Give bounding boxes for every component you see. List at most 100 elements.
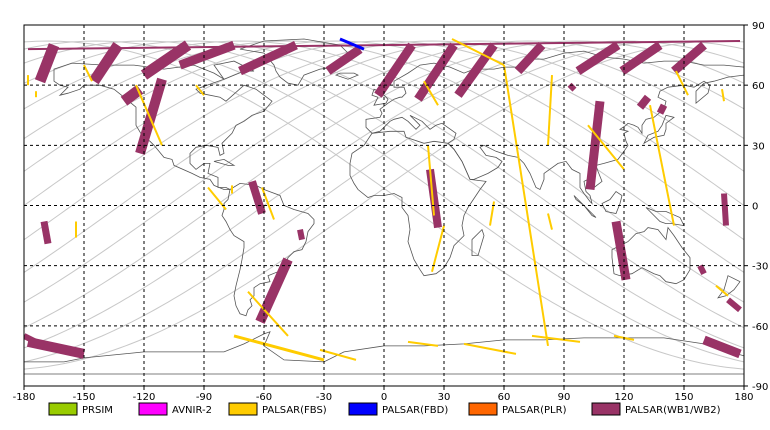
orbit-track xyxy=(24,40,744,303)
swath-palsar-wb1-wb2 xyxy=(702,335,742,359)
x-tick-label: 90 xyxy=(558,392,571,403)
legend-swatch xyxy=(228,402,258,416)
legend-swatch xyxy=(468,402,498,416)
coastline-south-america xyxy=(221,182,315,317)
longitude-ticks: -180 -150 -120 -90 -60 -30 0 30 60 90 120 150 180 xyxy=(13,386,754,403)
x-tick-label: 0 xyxy=(381,392,387,403)
swath-palsar-fbs xyxy=(431,225,445,272)
swath-palsar-fbs xyxy=(233,334,325,362)
swath-palsar-fbs xyxy=(247,291,289,337)
coastline-greenland xyxy=(239,38,349,86)
swath-palsar-fbs xyxy=(135,84,163,146)
swath-palsar-fbs xyxy=(261,187,275,220)
x-tick-label: -150 xyxy=(73,392,96,403)
legend-label: PALSAR(PLR) xyxy=(502,405,567,416)
coastline-antarctica xyxy=(24,331,744,375)
coastline-africa xyxy=(349,130,487,277)
coastline-borneo xyxy=(601,190,623,214)
coastline-new-guinea xyxy=(645,207,685,227)
y-tick-label: -30 xyxy=(752,262,768,273)
swath-palsar-wb1-wb2 xyxy=(514,42,546,75)
x-tick-label: 30 xyxy=(438,392,451,403)
swath-palsar-wb1-wb2 xyxy=(697,264,707,276)
swath-palsar-fbs xyxy=(319,348,357,361)
swath-palsar-wb1-wb2 xyxy=(575,41,621,75)
swath-palsar-fbs xyxy=(547,213,553,230)
coastline-new-zealand xyxy=(717,275,741,299)
coastline-australia xyxy=(611,226,691,285)
x-tick-label: 180 xyxy=(734,392,753,403)
x-tick-label: -90 xyxy=(196,392,212,403)
swath-palsar-wb1-wb2 xyxy=(120,84,144,106)
swath-palsar-wb1-wb2 xyxy=(34,43,60,84)
swath-palsar-wb1-wb2 xyxy=(567,82,577,92)
swath-palsar-fbs xyxy=(649,105,675,226)
x-tick-label: 60 xyxy=(498,392,511,403)
y-tick-label: -90 xyxy=(752,382,768,393)
y-tick-label: 90 xyxy=(752,21,765,32)
swath-palsar-fbs xyxy=(195,84,205,96)
swath-palsar-wb1-wb2 xyxy=(454,42,498,98)
swath-palsar-fbs xyxy=(463,342,517,355)
x-tick-label: -60 xyxy=(256,392,272,403)
legend-label: PALSAR(FBD) xyxy=(382,405,448,416)
coastlines xyxy=(24,38,744,375)
x-tick-label: 150 xyxy=(674,392,693,403)
swath-palsar-fbs xyxy=(451,38,505,66)
swath-palsar-wb1-wb2 xyxy=(726,297,742,313)
swath-palsar-fbs xyxy=(547,75,553,146)
swath-palsar-wb1-wb2 xyxy=(178,40,236,70)
swath-palsar-wb1-wb2 xyxy=(140,40,192,80)
swath-palsar-fbs xyxy=(587,124,625,171)
swath-palsar-fbs xyxy=(675,70,689,96)
legend-swatch xyxy=(48,402,78,416)
legend-swatch xyxy=(348,402,378,416)
x-tick-label: -120 xyxy=(133,392,156,403)
swath-palsar-wb1-wb2 xyxy=(656,103,668,115)
x-tick-label: -30 xyxy=(316,392,332,403)
y-tick-label: 60 xyxy=(752,81,765,92)
swath-palsar-fbs xyxy=(503,64,549,347)
coastline-madagascar xyxy=(471,228,485,256)
map-plot-area xyxy=(24,25,744,386)
y-tick-label: -60 xyxy=(752,322,768,333)
swath-palsar-fbd xyxy=(339,37,365,51)
swath-palsar-wb1-wb2 xyxy=(89,42,123,85)
legend-label: PALSAR(WB1/WB2) xyxy=(625,405,721,416)
swath-palsar-wb1-wb2 xyxy=(611,220,631,281)
legend-label: PALSAR(FBS) xyxy=(262,405,327,416)
swath-palsar-wb1-wb2 xyxy=(325,45,363,75)
swath-palsar-wb1-wb2 xyxy=(671,41,707,75)
swath-palsar-fbs xyxy=(407,340,439,347)
swath-palsar-wb1-wb2 xyxy=(636,94,652,110)
swath-palsar-fbs xyxy=(427,145,435,216)
swath-palsar-wb1-wb2 xyxy=(297,229,305,241)
swath-palsar-wb1-wb2 xyxy=(238,41,298,76)
latitude-ticks: -90 -60 -30 0 30 60 90 xyxy=(744,21,768,393)
swath-palsar-wb1-wb2 xyxy=(619,41,663,75)
y-tick-label: 30 xyxy=(752,141,765,152)
coastline-sumatra xyxy=(573,195,597,218)
swath-palsar-fbs xyxy=(83,64,93,82)
coastline-cuba xyxy=(213,158,236,166)
graticule xyxy=(24,25,744,386)
y-tick-label: 0 xyxy=(752,202,758,213)
swath-palsar-wb1-wb2 xyxy=(40,220,52,245)
swath-palsar-wb1-wb2 xyxy=(414,42,458,102)
orbit-track xyxy=(24,40,744,363)
swath-palsar-fbs xyxy=(531,334,581,343)
legend-swatch xyxy=(138,402,168,416)
legend-swatch xyxy=(591,402,621,416)
x-tick-label: -180 xyxy=(13,392,36,403)
legend-label: PRSIM xyxy=(82,405,113,416)
swath-palsar-fbs xyxy=(715,284,729,297)
swath-palsar-wb1-wb2 xyxy=(24,333,46,349)
swath-palsar-wb1-wb2 xyxy=(248,180,266,215)
coastline-iceland xyxy=(334,72,359,80)
legend: PRSIM AVNIR-2 PALSAR(FBS) PALSAR(FBD) PALSAR… xyxy=(48,402,721,416)
legend-label: AVNIR-2 xyxy=(172,405,212,416)
orbit-track xyxy=(24,40,744,207)
swath-palsar-fbs xyxy=(721,89,725,102)
x-tick-label: 120 xyxy=(614,392,633,403)
